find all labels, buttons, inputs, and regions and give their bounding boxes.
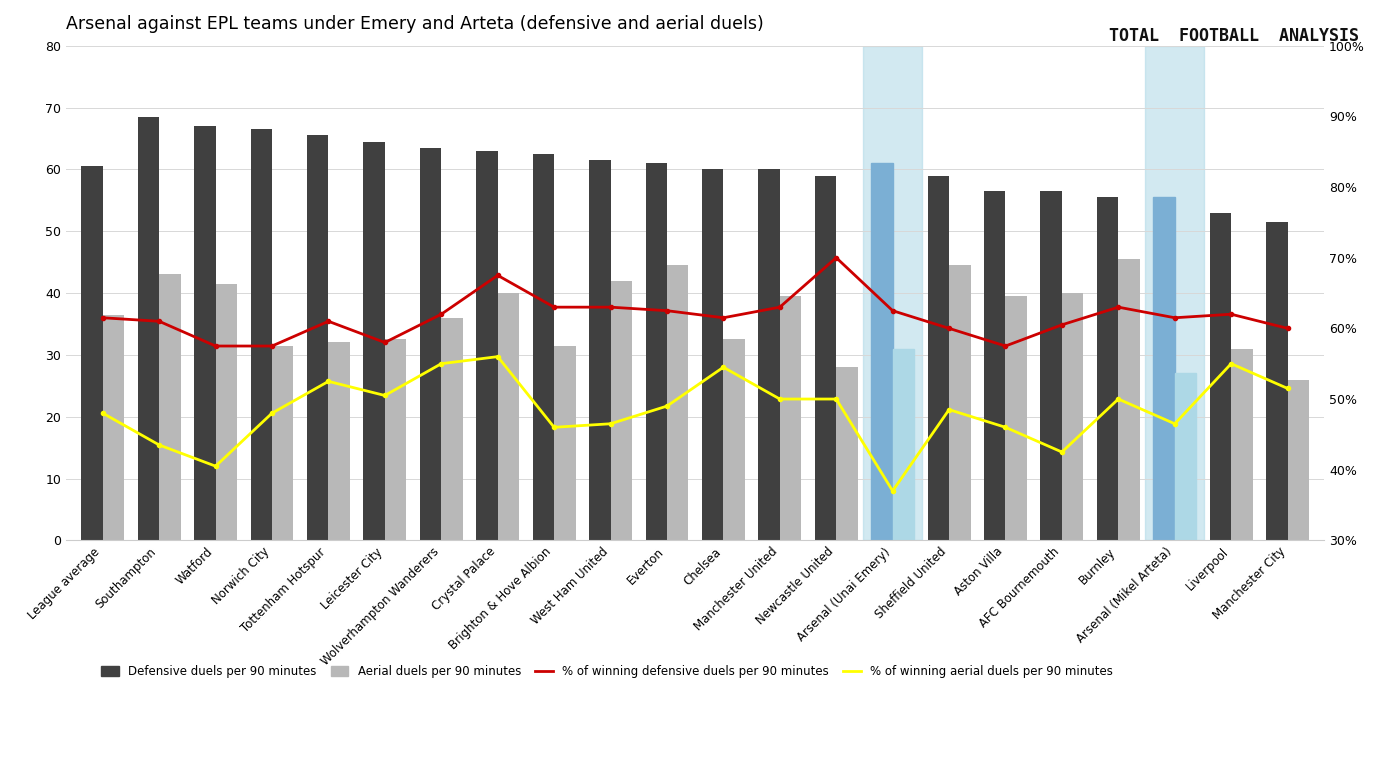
Bar: [984, 191, 1006, 540]
Bar: [780, 296, 802, 540]
% of winning defensive duels per 90 minutes: [771, 302, 788, 312]
% of winning defensive duels per 90 minutes: [1166, 313, 1183, 322]
Bar: [1145, 46, 1205, 540]
% of winning defensive duels per 90 minutes: [150, 317, 167, 326]
Bar: [893, 349, 914, 540]
Bar: [927, 175, 949, 540]
Bar: [498, 293, 519, 540]
Bar: [215, 284, 237, 540]
% of winning defensive duels per 90 minutes: [1053, 320, 1070, 329]
Bar: [1154, 197, 1174, 540]
% of winning aerial duels per 90 minutes: [94, 408, 110, 418]
Bar: [1061, 293, 1083, 540]
% of winning defensive duels per 90 minutes: [94, 313, 110, 322]
Bar: [159, 274, 181, 540]
% of winning defensive duels per 90 minutes: [490, 270, 506, 280]
% of winning aerial duels per 90 minutes: [1223, 359, 1239, 368]
% of winning aerial duels per 90 minutes: [1166, 419, 1183, 429]
% of winning defensive duels per 90 minutes: [1110, 302, 1126, 312]
% of winning aerial duels per 90 minutes: [546, 422, 563, 432]
% of winning defensive duels per 90 minutes: [264, 341, 280, 350]
% of winning defensive duels per 90 minutes: [715, 313, 731, 322]
Bar: [702, 170, 723, 540]
% of winning defensive duels per 90 minutes: [1223, 309, 1239, 319]
% of winning defensive duels per 90 minutes: [377, 338, 393, 347]
% of winning aerial duels per 90 minutes: [658, 401, 675, 411]
% of winning aerial duels per 90 minutes: [490, 352, 506, 361]
% of winning aerial duels per 90 minutes: [885, 486, 901, 495]
% of winning aerial duels per 90 minutes: [1110, 394, 1126, 404]
% of winning aerial duels per 90 minutes: [941, 405, 958, 415]
% of winning defensive duels per 90 minutes: [828, 253, 845, 262]
% of winning aerial duels per 90 minutes: [828, 394, 845, 404]
% of winning defensive duels per 90 minutes: [320, 317, 337, 326]
Bar: [306, 136, 328, 540]
% of winning defensive duels per 90 minutes: [885, 306, 901, 315]
Bar: [251, 129, 272, 540]
% of winning defensive duels per 90 minutes: [1279, 324, 1296, 333]
Line: % of winning aerial duels per 90 minutes: % of winning aerial duels per 90 minutes: [101, 354, 1290, 493]
Bar: [102, 315, 124, 540]
Bar: [442, 318, 462, 540]
Bar: [385, 339, 406, 540]
Bar: [864, 46, 922, 540]
% of winning defensive duels per 90 minutes: [658, 306, 675, 315]
Bar: [81, 167, 102, 540]
Bar: [1041, 191, 1061, 540]
Bar: [814, 175, 836, 540]
Bar: [420, 148, 442, 540]
Text: TOTAL  FOOTBALL  ANALYSIS: TOTAL FOOTBALL ANALYSIS: [1110, 27, 1359, 45]
Text: Arsenal against EPL teams under Emery and Arteta (defensive and aerial duels): Arsenal against EPL teams under Emery an…: [66, 15, 765, 33]
% of winning aerial duels per 90 minutes: [771, 394, 788, 404]
Bar: [555, 346, 575, 540]
Bar: [195, 126, 215, 540]
Bar: [589, 160, 610, 540]
% of winning defensive duels per 90 minutes: [207, 341, 224, 350]
% of winning defensive duels per 90 minutes: [433, 309, 450, 319]
Line: % of winning defensive duels per 90 minutes: % of winning defensive duels per 90 minu…: [101, 256, 1290, 348]
Bar: [1097, 197, 1118, 540]
% of winning defensive duels per 90 minutes: [602, 302, 618, 312]
% of winning aerial duels per 90 minutes: [1053, 447, 1070, 456]
% of winning aerial duels per 90 minutes: [150, 440, 167, 450]
Bar: [533, 154, 555, 540]
% of winning aerial duels per 90 minutes: [377, 391, 393, 400]
Bar: [871, 164, 893, 540]
Bar: [1231, 349, 1253, 540]
Bar: [138, 117, 159, 540]
Bar: [328, 343, 351, 540]
Bar: [1118, 259, 1140, 540]
Bar: [610, 281, 632, 540]
% of winning aerial duels per 90 minutes: [433, 359, 450, 368]
Bar: [1174, 374, 1196, 540]
Bar: [646, 164, 667, 540]
Bar: [667, 265, 689, 540]
Bar: [759, 170, 780, 540]
Bar: [1288, 380, 1310, 540]
% of winning aerial duels per 90 minutes: [320, 377, 337, 386]
Bar: [836, 367, 857, 540]
Bar: [949, 265, 970, 540]
% of winning defensive duels per 90 minutes: [546, 302, 563, 312]
% of winning aerial duels per 90 minutes: [602, 419, 618, 429]
Bar: [363, 142, 385, 540]
% of winning aerial duels per 90 minutes: [207, 462, 224, 471]
% of winning aerial duels per 90 minutes: [1279, 384, 1296, 393]
% of winning defensive duels per 90 minutes: [998, 341, 1014, 350]
Bar: [1267, 222, 1288, 540]
% of winning aerial duels per 90 minutes: [715, 363, 731, 372]
Bar: [1006, 296, 1027, 540]
% of winning aerial duels per 90 minutes: [998, 422, 1014, 432]
Bar: [476, 151, 498, 540]
% of winning defensive duels per 90 minutes: [941, 324, 958, 333]
% of winning aerial duels per 90 minutes: [264, 408, 280, 418]
Bar: [723, 339, 745, 540]
Legend: Defensive duels per 90 minutes, Aerial duels per 90 minutes, % of winning defens: Defensive duels per 90 minutes, Aerial d…: [97, 660, 1118, 683]
Bar: [272, 346, 294, 540]
Bar: [1210, 212, 1231, 540]
